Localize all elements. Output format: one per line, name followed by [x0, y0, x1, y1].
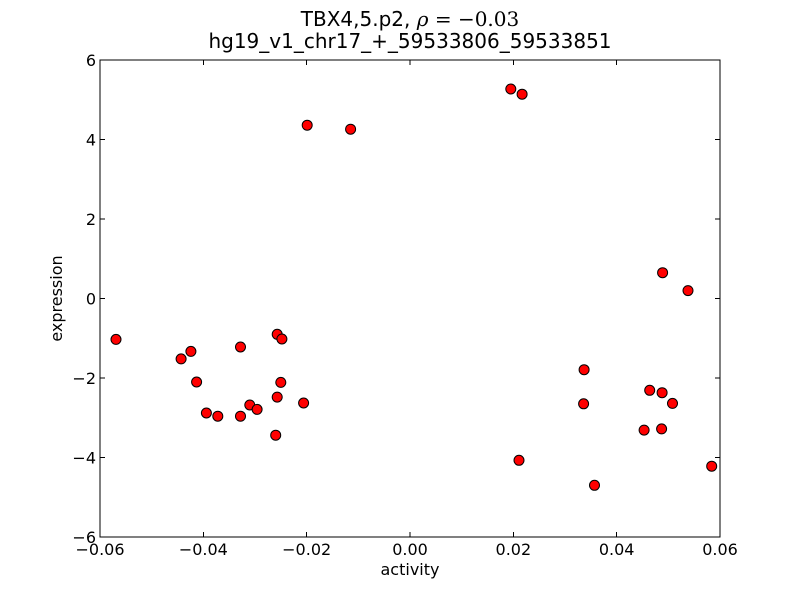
data-point — [200, 407, 212, 419]
data-point — [578, 398, 590, 410]
data-point — [175, 353, 187, 365]
x-tick-label: −0.02 — [282, 540, 331, 559]
data-point — [578, 364, 590, 376]
x-tick-label: 0.04 — [599, 540, 635, 559]
data-point — [301, 119, 313, 131]
axes-frame — [99, 59, 721, 538]
y-tick-label: −2 — [72, 369, 96, 388]
data-point — [682, 285, 694, 297]
data-point — [345, 123, 357, 135]
data-point — [516, 88, 528, 100]
data-point — [298, 397, 310, 409]
y-axis-label: expression — [47, 255, 66, 341]
data-point — [513, 454, 525, 466]
chart-title: TBX4,5.p2, ρ = −0.03 — [100, 8, 720, 30]
x-tick-label: −0.04 — [179, 540, 228, 559]
x-tick-label: 0.02 — [496, 540, 532, 559]
y-tick-label: −6 — [72, 528, 96, 547]
data-point — [657, 267, 669, 279]
y-tick-label: 2 — [86, 210, 96, 229]
data-point — [270, 429, 282, 441]
data-point — [589, 479, 600, 491]
x-tick-label: 0.00 — [392, 540, 428, 559]
y-tick-label: 4 — [86, 131, 96, 150]
data-point — [110, 333, 122, 345]
data-point — [644, 384, 656, 396]
data-point — [235, 341, 246, 353]
data-point — [505, 83, 517, 95]
x-tick-label: −0.06 — [75, 540, 124, 559]
data-point — [638, 424, 650, 436]
data-point — [656, 423, 668, 435]
data-point — [706, 460, 718, 472]
x-axis-label: activity — [381, 560, 440, 579]
data-point — [212, 410, 224, 422]
data-point — [235, 410, 246, 422]
y-tick-label: 6 — [86, 51, 96, 70]
data-point — [667, 397, 678, 409]
y-tick-label: 0 — [86, 290, 96, 309]
data-point — [276, 333, 288, 345]
data-point — [191, 376, 203, 388]
rho-value: = −0.03 — [428, 7, 520, 31]
rho-symbol: ρ — [416, 7, 429, 31]
data-point — [275, 376, 287, 388]
chart-subtitle: hg19_v1_chr17_+_59533806_59533851 — [208, 29, 612, 53]
data-point — [271, 391, 283, 403]
x-tick-label: 0.06 — [702, 540, 738, 559]
data-point — [251, 403, 263, 415]
y-tick-label: −4 — [72, 449, 96, 468]
data-point — [656, 387, 668, 399]
chart-title-text: TBX4,5.p2, — [300, 7, 417, 31]
data-point — [185, 345, 197, 357]
